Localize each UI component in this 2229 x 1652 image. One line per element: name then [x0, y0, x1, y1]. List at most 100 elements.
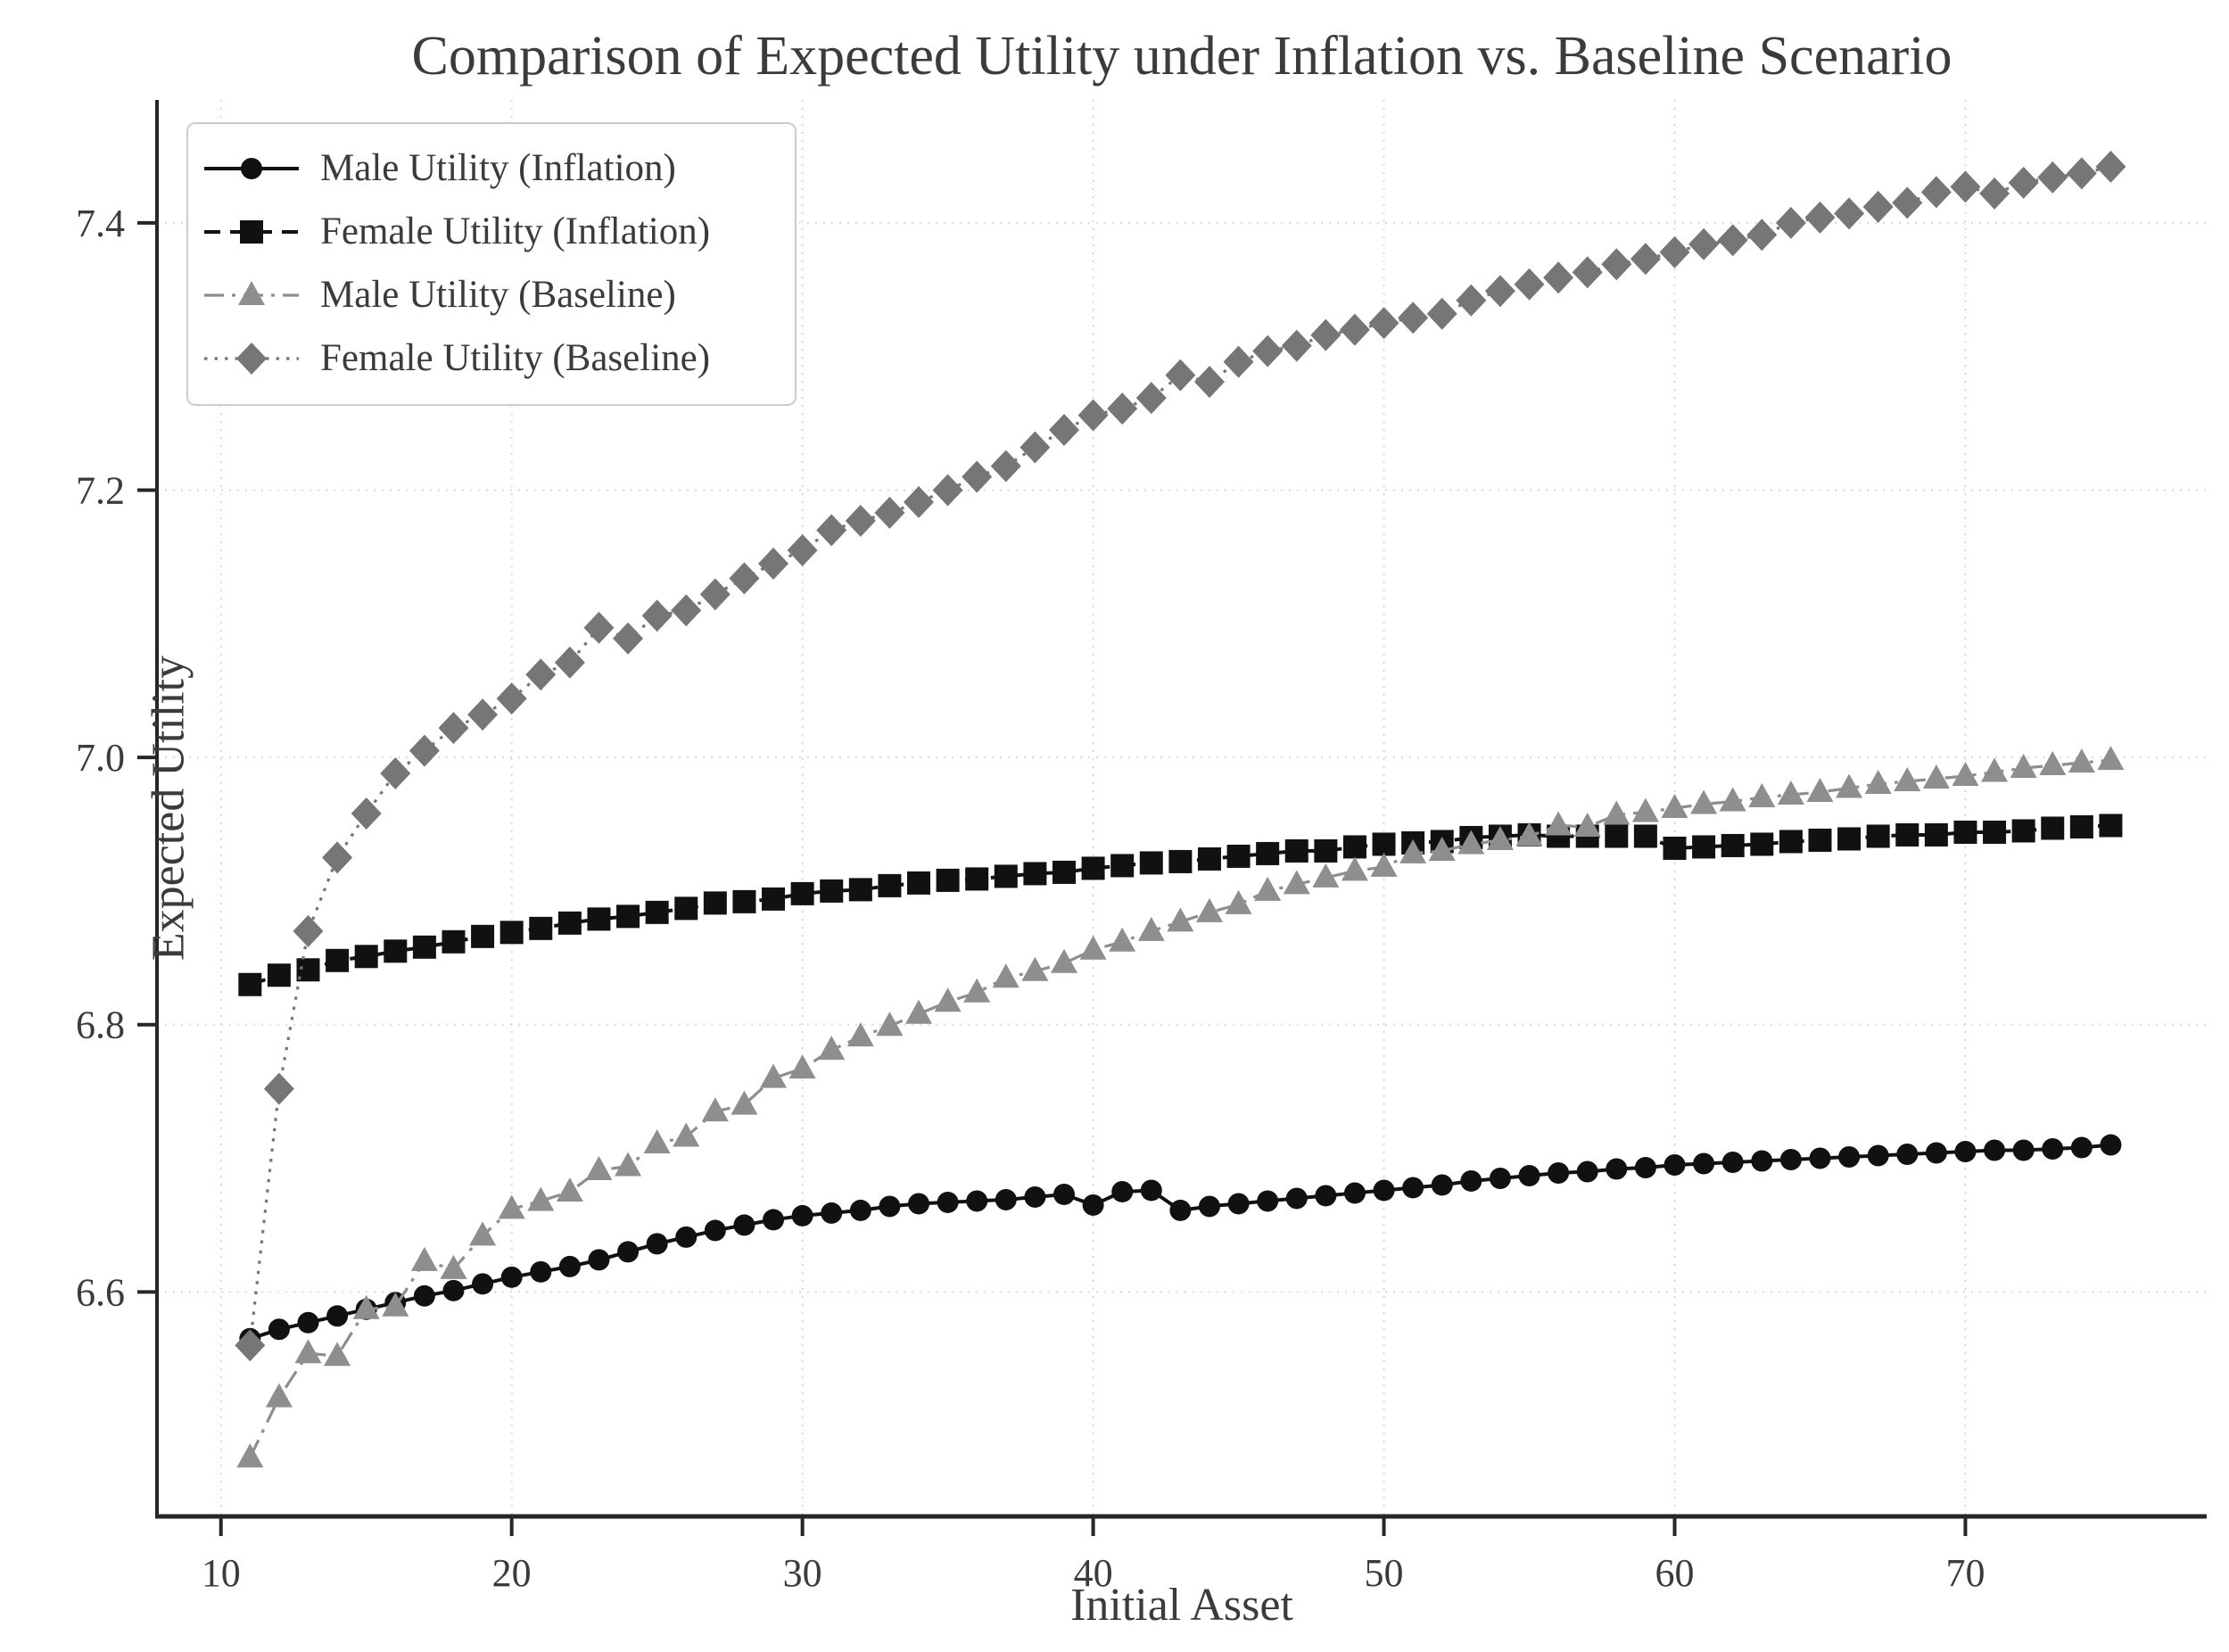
data-point-circle	[1373, 1179, 1395, 1202]
data-point-circle	[1053, 1183, 1075, 1205]
data-point-square	[1110, 854, 1135, 878]
x-tick-label: 60	[1655, 1551, 1694, 1595]
data-point-triangle	[1719, 787, 1746, 812]
data-point-circle	[1257, 1190, 1279, 1212]
data-point-triangle	[1922, 764, 1950, 789]
data-point-square	[2099, 814, 2123, 838]
data-point-triangle	[585, 1155, 613, 1180]
data-point-square	[965, 867, 989, 891]
y-tick-label: 6.8	[76, 1004, 125, 1047]
series-male-utility-inflation	[239, 1134, 2122, 1350]
data-point-circle	[530, 1260, 552, 1283]
data-point-square	[790, 881, 814, 905]
data-point-circle	[1663, 1153, 1686, 1176]
data-point-diamond	[263, 1072, 294, 1105]
data-point-circle	[2012, 1139, 2035, 1161]
data-point-square	[1983, 820, 2007, 844]
data-point-diamond	[1950, 170, 1981, 203]
data-point-square	[1342, 835, 1366, 859]
data-point-square	[1866, 824, 1890, 848]
data-point-triangle	[1225, 889, 1252, 914]
data-point-square	[442, 929, 466, 954]
data-point-square	[1633, 824, 1657, 848]
data-point-circle	[1693, 1152, 1715, 1175]
data-point-triangle	[846, 1022, 874, 1047]
data-point-square	[1139, 851, 1163, 875]
data-point-triangle	[1457, 830, 1485, 855]
data-point-diamond	[467, 698, 499, 731]
data-point-square	[820, 879, 844, 903]
data-point-triangle	[1079, 935, 1107, 960]
data-point-circle	[500, 1266, 523, 1288]
data-point-circle	[1925, 1142, 1947, 1164]
data-point-diamond	[1688, 227, 1720, 260]
data-point-square	[1052, 860, 1076, 884]
data-point-triangle	[1486, 825, 1514, 850]
data-point-circle	[442, 1279, 465, 1301]
data-point-circle	[2070, 1136, 2093, 1159]
legend: Male Utility (Inflation) Female Utility (…	[186, 122, 797, 406]
data-point-square	[2069, 814, 2093, 838]
data-point-triangle	[1137, 916, 1165, 941]
y-tick-label: 7.2	[76, 468, 125, 512]
tick-labels: 10 20 30 40 50 60 70 6.6 6.8 7.0 7.2 7.4	[76, 202, 1985, 1595]
data-point-triangle	[1370, 852, 1398, 877]
data-point-circle	[1489, 1167, 1511, 1189]
data-point-diamond	[2008, 166, 2039, 199]
data-point-square	[1314, 838, 1338, 863]
data-point-diamond	[1862, 190, 1894, 223]
data-point-diamond	[380, 757, 411, 790]
data-point-circle	[1285, 1187, 1308, 1210]
data-point-square	[762, 887, 786, 911]
data-point-circle	[1343, 1182, 1366, 1204]
data-point-square	[412, 935, 436, 959]
data-point-diamond	[990, 450, 1021, 483]
legend-label: Female Utility (Inflation)	[320, 211, 711, 252]
data-point-triangle	[2097, 746, 2125, 771]
data-point-triangle	[1167, 907, 1194, 932]
data-point-triangle	[238, 280, 265, 305]
data-point-triangle	[1573, 812, 1601, 837]
data-series	[235, 150, 2126, 1468]
y-axis-label: Expected Utility	[143, 655, 194, 962]
data-point-triangle	[1195, 897, 1223, 922]
data-point-diamond	[1659, 235, 1690, 268]
x-tick-label: 20	[492, 1551, 532, 1595]
data-point-triangle	[1050, 948, 1077, 973]
data-point-triangle	[1836, 773, 1863, 798]
data-point-circle	[849, 1199, 871, 1221]
data-point-circle	[1169, 1199, 1192, 1221]
data-point-triangle	[1109, 927, 1136, 952]
chart-title: Comparison of Expected Utility under Inf…	[411, 26, 1952, 87]
data-point-square	[732, 889, 756, 913]
data-point-circle	[675, 1226, 698, 1248]
data-point-circle	[1867, 1144, 1889, 1167]
data-point-triangle	[440, 1254, 467, 1279]
data-point-circle	[1082, 1194, 1104, 1216]
data-point-triangle	[2039, 751, 2067, 776]
data-point-diamond	[787, 533, 818, 566]
data-point-triangle	[992, 963, 1020, 988]
series-female-utility-baseline	[235, 150, 2126, 1362]
data-point-circle	[1140, 1179, 1162, 1202]
data-point-square	[1168, 849, 1193, 873]
data-point-square	[1692, 835, 1716, 859]
data-point-circle	[1518, 1164, 1540, 1186]
data-point-triangle	[1748, 783, 1776, 808]
x-tick-label: 70	[1945, 1551, 1985, 1595]
data-point-triangle	[788, 1054, 816, 1079]
data-point-circle	[763, 1209, 785, 1231]
data-point-triangle	[382, 1292, 409, 1317]
data-point-triangle	[1952, 762, 1979, 787]
data-point-diamond	[1281, 329, 1312, 362]
data-point-square	[1837, 827, 1862, 851]
data-point-triangle	[701, 1097, 729, 1122]
data-point-square	[1750, 832, 1774, 856]
data-point-diamond	[1048, 414, 1079, 447]
data-point-diamond	[293, 914, 324, 947]
data-point-circle	[1548, 1161, 1570, 1184]
data-point-diamond	[1077, 399, 1109, 432]
legend-label: Male Utility (Inflation)	[320, 147, 676, 189]
data-point-triangle	[673, 1122, 700, 1147]
data-point-diamond	[845, 504, 876, 537]
